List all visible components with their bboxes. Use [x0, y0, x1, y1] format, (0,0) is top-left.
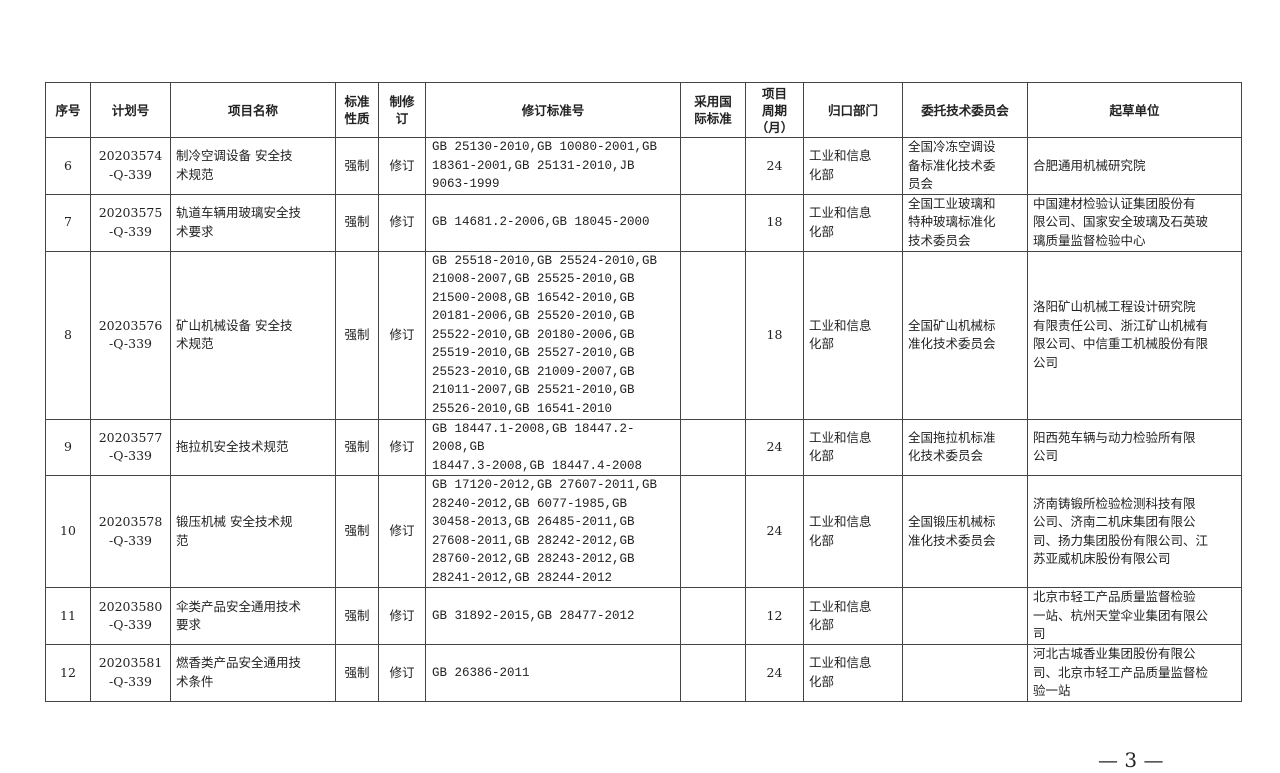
- cell-plan: 20203574 -Q-339: [90, 137, 171, 195]
- cell-drafter: 济南铸锻所检验检测科技有限 公司、济南二机床集团有限公 司、扬力集团股份有限公司…: [1027, 475, 1242, 588]
- cell-committee: 全国锻压机械标 准化技术委员会: [902, 475, 1028, 588]
- cell-nature: 强制: [335, 193, 379, 252]
- cell-name: 燃香类产品安全通用技 术条件: [170, 644, 336, 702]
- cell-type: 修订: [378, 418, 426, 476]
- cell-committee: [902, 587, 1028, 645]
- cell-committee: 全国工业玻璃和 特种玻璃标准化 技术委员会: [902, 193, 1028, 252]
- header-no: 序号: [45, 82, 91, 138]
- cell-dept: 工业和信息 化部: [803, 418, 903, 476]
- cell-intl: [680, 137, 746, 195]
- cell-std: GB 26386-2011: [425, 644, 681, 702]
- cell-std: GB 14681.2-2006,GB 18045-2000: [425, 193, 681, 252]
- table-row: 12 20203581 -Q-339 燃香类产品安全通用技 术条件 强制 修订 GB 26…: [45, 644, 1242, 702]
- cell-dept: 工业和信息 化部: [803, 250, 903, 420]
- cell-plan: 20203581 -Q-339: [90, 644, 171, 702]
- cell-nature: 强制: [335, 587, 379, 645]
- cell-type: 修订: [378, 644, 426, 702]
- cell-std: GB 25518-2010,GB 25524-2010,GB 21008-200…: [425, 250, 681, 420]
- cell-drafter: 河北古城香业集团股份有限公 司、北京市轻工产品质量监督检 验一站: [1027, 644, 1242, 702]
- cell-name: 锻压机械 安全技术规 范: [170, 475, 336, 588]
- cell-nature: 强制: [335, 250, 379, 420]
- header-period: 项目 周期 （月）: [745, 82, 804, 138]
- cell-period: 18: [745, 250, 804, 420]
- header-type: 制修 订: [378, 82, 426, 138]
- table-row: 7 20203575 -Q-339 轨道车辆用玻璃安全技 术要求 强制 修订 GB 146…: [45, 193, 1242, 252]
- cell-drafter: 合肥通用机械研究院: [1027, 137, 1242, 195]
- cell-period: 24: [745, 418, 804, 476]
- cell-intl: [680, 418, 746, 476]
- cell-committee: 全国矿山机械标 准化技术委员会: [902, 250, 1028, 420]
- cell-type: 修订: [378, 587, 426, 645]
- table-row: 10 20203578 -Q-339 锻压机械 安全技术规 范强制 修订 GB 1712…: [45, 475, 1242, 588]
- cell-std: GB 25130-2010,GB 10080-2001,GB 18361-200…: [425, 137, 681, 195]
- cell-no: 9: [45, 418, 91, 476]
- cell-period: 24: [745, 137, 804, 195]
- cell-intl: [680, 250, 746, 420]
- cell-period: 24: [745, 475, 804, 588]
- cell-name: 矿山机械设备 安全技 术规范: [170, 250, 336, 420]
- cell-std: GB 31892-2015,GB 28477-2012: [425, 587, 681, 645]
- header-plan: 计划号: [90, 82, 171, 138]
- cell-plan: 20203577 -Q-339: [90, 418, 171, 476]
- cell-dept: 工业和信息 化部: [803, 475, 903, 588]
- header-name: 项目名称: [170, 82, 336, 138]
- cell-no: 10: [45, 475, 91, 588]
- cell-period: 12: [745, 587, 804, 645]
- cell-dept: 工业和信息 化部: [803, 587, 903, 645]
- cell-drafter: 洛阳矿山机械工程设计研究院 有限责任公司、浙江矿山机械有 限公司、中信重工机械股…: [1027, 250, 1242, 420]
- table-row: 8 20203576 -Q-339 矿山机械设备 安全技 术规范 强制 修订 GB 255…: [45, 250, 1242, 420]
- header-dept: 归口部门: [803, 82, 903, 138]
- cell-intl: [680, 475, 746, 588]
- cell-committee: [902, 644, 1028, 702]
- cell-period: 24: [745, 644, 804, 702]
- cell-type: 修订: [378, 250, 426, 420]
- header-intl: 采用国 际标准: [680, 82, 746, 138]
- cell-committee: 全国拖拉机标准 化技术委员会: [902, 418, 1028, 476]
- cell-type: 修订: [378, 475, 426, 588]
- cell-nature: 强制: [335, 475, 379, 588]
- cell-std: GB 18447.1-2008,GB 18447.2-2008,GB 18447…: [425, 418, 681, 476]
- standards-plan-table: 序号 计划号 项目名称 标准 性质 制修 订 修订标准号 采用国 际标准 项目 …: [45, 82, 1242, 702]
- cell-drafter: 阳西苑车辆与动力检验所有限 公司: [1027, 418, 1242, 476]
- cell-plan: 20203580 -Q-339: [90, 587, 171, 645]
- cell-nature: 强制: [335, 418, 379, 476]
- header-std: 修订标准号: [425, 82, 681, 138]
- cell-intl: [680, 193, 746, 252]
- cell-name: 轨道车辆用玻璃安全技 术要求: [170, 193, 336, 252]
- cell-name: 伞类产品安全通用技术 要求: [170, 587, 336, 645]
- cell-drafter: 北京市轻工产品质量监督检验 一站、杭州天堂伞业集团有限公 司: [1027, 587, 1242, 645]
- cell-dept: 工业和信息 化部: [803, 644, 903, 702]
- table-row: 9 20203577 -Q-339 拖拉机安全技术规范 强制 修订 GB 18447.1-…: [45, 418, 1242, 476]
- cell-name: 拖拉机安全技术规范: [170, 418, 336, 476]
- cell-std: GB 17120-2012,GB 27607-2011,GB 28240-201…: [425, 475, 681, 588]
- cell-dept: 工业和信息 化部: [803, 137, 903, 195]
- table-row: 11 20203580 -Q-339 伞类产品安全通用技术 要求 强制 修订 GB 318…: [45, 587, 1242, 645]
- cell-committee: 全国冷冻空调设 备标准化技术委 员会: [902, 137, 1028, 195]
- cell-plan: 20203578 -Q-339: [90, 475, 171, 588]
- cell-plan: 20203575 -Q-339: [90, 193, 171, 252]
- cell-nature: 强制: [335, 137, 379, 195]
- header-row: 序号 计划号 项目名称 标准 性质 制修 订 修订标准号 采用国 际标准 项目 …: [45, 82, 1242, 138]
- header-nature: 标准 性质: [335, 82, 379, 138]
- cell-period: 18: [745, 193, 804, 252]
- page-number: — 3 —: [1098, 748, 1164, 772]
- cell-nature: 强制: [335, 644, 379, 702]
- cell-no: 7: [45, 193, 91, 252]
- header-committee: 委托技术委员会: [902, 82, 1028, 138]
- cell-intl: [680, 644, 746, 702]
- cell-dept: 工业和信息 化部: [803, 193, 903, 252]
- cell-type: 修订: [378, 193, 426, 252]
- cell-type: 修订: [378, 137, 426, 195]
- cell-no: 12: [45, 644, 91, 702]
- cell-no: 11: [45, 587, 91, 645]
- header-drafter: 起草单位: [1027, 82, 1242, 138]
- cell-plan: 20203576 -Q-339: [90, 250, 171, 420]
- cell-no: 8: [45, 250, 91, 420]
- cell-name: 制冷空调设备 安全技 术规范: [170, 137, 336, 195]
- cell-intl: [680, 587, 746, 645]
- table-row: 6 20203574 -Q-339 制冷空调设备 安全技 术规范 强制 修订 GB 251…: [45, 137, 1242, 195]
- cell-drafter: 中国建材检验认证集团股份有 限公司、国家安全玻璃及石英玻 璃质量监督检验中心: [1027, 193, 1242, 252]
- cell-no: 6: [45, 137, 91, 195]
